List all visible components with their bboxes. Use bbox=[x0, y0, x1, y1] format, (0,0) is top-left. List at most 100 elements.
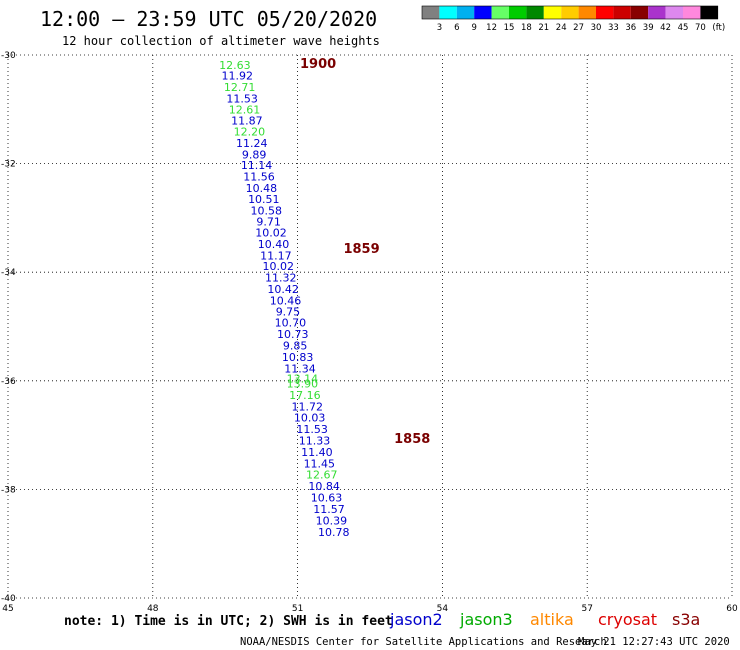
wave-height-value: 10.51 bbox=[248, 193, 280, 206]
colorbar-frame bbox=[421, 5, 719, 20]
y-tick-label: -34 bbox=[1, 268, 16, 278]
wave-height-value: 9.89 bbox=[242, 148, 267, 161]
chart-footer: note: 1) Time is in UTC; 2) SWH is in fe… bbox=[64, 610, 730, 648]
wave-height-value: 9.71 bbox=[256, 216, 281, 229]
legend-s3a: s3a bbox=[672, 610, 700, 629]
wave-height-value: 10.58 bbox=[250, 204, 282, 217]
wave-height-value: 10.48 bbox=[246, 182, 278, 195]
wave-height-value: 10.83 bbox=[282, 351, 314, 364]
axis-tick-labels: 45 48 51 54 57 60 -30 -32 -34 -36 -38 -40 bbox=[1, 51, 738, 614]
colorbar-swatch bbox=[509, 6, 527, 19]
colorbar-label: 27 bbox=[573, 23, 584, 33]
x-tick-label: 45 bbox=[2, 604, 13, 614]
note-text: note: 1) Time is in UTC; 2) SWH is in fe… bbox=[64, 614, 393, 629]
chart-subtitle: 12 hour collection of altimeter wave hei… bbox=[62, 34, 380, 48]
y-tick-label: -40 bbox=[1, 594, 16, 604]
wave-height-value: 11.14 bbox=[241, 159, 273, 172]
wave-height-value: 11.53 bbox=[226, 92, 258, 105]
x-tick-label: 57 bbox=[581, 604, 592, 614]
colorbar-label: 9 bbox=[471, 23, 476, 33]
colorbar-unit: (ft) bbox=[712, 23, 725, 33]
wave-height-value: 11.24 bbox=[236, 137, 268, 150]
colorbar-swatch bbox=[422, 6, 440, 19]
wave-height-value: 11.40 bbox=[301, 446, 333, 459]
colorbar-swatch bbox=[543, 6, 562, 19]
color-scale-bar: 3 6 9 12 15 18 21 24 27 30 33 36 39 42 45 70 (ft) bbox=[421, 5, 725, 33]
y-tick-label: -38 bbox=[1, 485, 16, 495]
wave-height-value: 12.20 bbox=[234, 126, 266, 139]
colorbar-swatch bbox=[596, 6, 614, 19]
satellite-legend: jason2 jason3 altika cryosat s3a bbox=[389, 610, 700, 629]
wave-height-value: 10.03 bbox=[294, 412, 326, 425]
wave-height-value: 12.71 bbox=[224, 81, 256, 94]
colorbar-swatch bbox=[526, 6, 544, 19]
wave-height-value: 10.70 bbox=[275, 317, 307, 330]
colorbar-swatch bbox=[561, 6, 579, 19]
plot-grid bbox=[7, 54, 733, 599]
wave-height-value: 13.14 bbox=[287, 373, 319, 386]
wave-height-value: 10.02 bbox=[255, 227, 287, 240]
x-tick-label: 54 bbox=[437, 604, 449, 614]
colorbar-label: 33 bbox=[608, 23, 619, 33]
wave-height-value: 10.84 bbox=[308, 480, 340, 493]
colorbar-swatch bbox=[665, 6, 683, 19]
x-tick-label: 51 bbox=[292, 604, 303, 614]
colorbar-label: 42 bbox=[660, 23, 671, 33]
colorbar-label: 18 bbox=[521, 23, 532, 33]
x-tick-label: 60 bbox=[726, 604, 738, 614]
colorbar-swatch bbox=[630, 6, 649, 19]
colorbar-label: 15 bbox=[504, 23, 515, 33]
wave-height-value: 10.42 bbox=[267, 283, 299, 296]
wave-height-value: 12.63 bbox=[219, 59, 251, 72]
wave-height-value: 13.90 bbox=[287, 378, 319, 391]
wave-height-value: 11.72 bbox=[292, 400, 324, 413]
wave-height-value: 11.33 bbox=[299, 435, 331, 448]
colorbar-label: 30 bbox=[591, 23, 602, 33]
colorbar-swatch bbox=[700, 6, 718, 19]
legend-jason3: jason3 bbox=[459, 610, 513, 629]
wave-height-value: 9.75 bbox=[276, 305, 301, 318]
wave-height-value: 9.85 bbox=[283, 340, 308, 353]
legend-jason2: jason2 bbox=[389, 610, 443, 629]
wave-height-value: 10.39 bbox=[316, 514, 348, 527]
wave-height-value: 10.63 bbox=[311, 492, 343, 505]
colorbar-swatch bbox=[613, 6, 631, 19]
time-label: 1900 bbox=[300, 57, 336, 72]
colorbar-swatch bbox=[648, 6, 666, 19]
colorbar-swatch bbox=[683, 6, 701, 19]
wave-height-labels: 12.6311.9212.7111.5312.6111.8712.2011.24… bbox=[219, 59, 349, 539]
wave-height-value: 10.78 bbox=[318, 526, 350, 539]
time-label: 1858 bbox=[394, 432, 430, 447]
wave-height-value: 11.56 bbox=[243, 171, 275, 184]
colorbar-label: 3 bbox=[437, 23, 442, 33]
legend-cryosat: cryosat bbox=[598, 610, 657, 629]
time-labels: 1900 1859 1858 bbox=[300, 57, 430, 447]
y-tick-label: -30 bbox=[1, 51, 16, 61]
wave-height-value: 10.73 bbox=[277, 328, 309, 341]
colorbar-label: 21 bbox=[538, 23, 549, 33]
colorbar-swatch bbox=[578, 6, 596, 19]
footer-credit: NOAA/NESDIS Center for Satellite Applica… bbox=[240, 636, 607, 648]
colorbar-label: 39 bbox=[643, 23, 654, 33]
x-tick-label: 48 bbox=[147, 604, 159, 614]
legend-altika: altika bbox=[530, 610, 574, 629]
colorbar-label: 36 bbox=[625, 23, 636, 33]
chart-header: 12:00 – 23:59 UTC 05/20/2020 12 hour col… bbox=[40, 7, 380, 48]
chart-title: 12:00 – 23:59 UTC 05/20/2020 bbox=[40, 7, 377, 31]
colorbar-label: 12 bbox=[486, 23, 497, 33]
wave-height-value: 10.40 bbox=[258, 238, 290, 251]
footer-timestamp: May 21 12:27:43 UTC 2020 bbox=[578, 636, 730, 648]
colorbar-swatch bbox=[439, 6, 457, 19]
wave-height-value: 11.17 bbox=[260, 249, 292, 262]
colorbar-label: 6 bbox=[454, 23, 459, 33]
wave-height-value: 11.53 bbox=[296, 423, 328, 436]
time-label: 1859 bbox=[343, 242, 379, 257]
wave-height-value: 11.34 bbox=[284, 362, 316, 375]
wave-height-value: 11.57 bbox=[313, 503, 345, 516]
y-tick-label: -32 bbox=[1, 160, 16, 170]
wave-height-value: 10.46 bbox=[270, 294, 302, 307]
y-tick-label: -36 bbox=[1, 377, 16, 387]
wave-height-value: 12.61 bbox=[229, 103, 261, 116]
wave-height-value: 11.45 bbox=[304, 457, 336, 470]
